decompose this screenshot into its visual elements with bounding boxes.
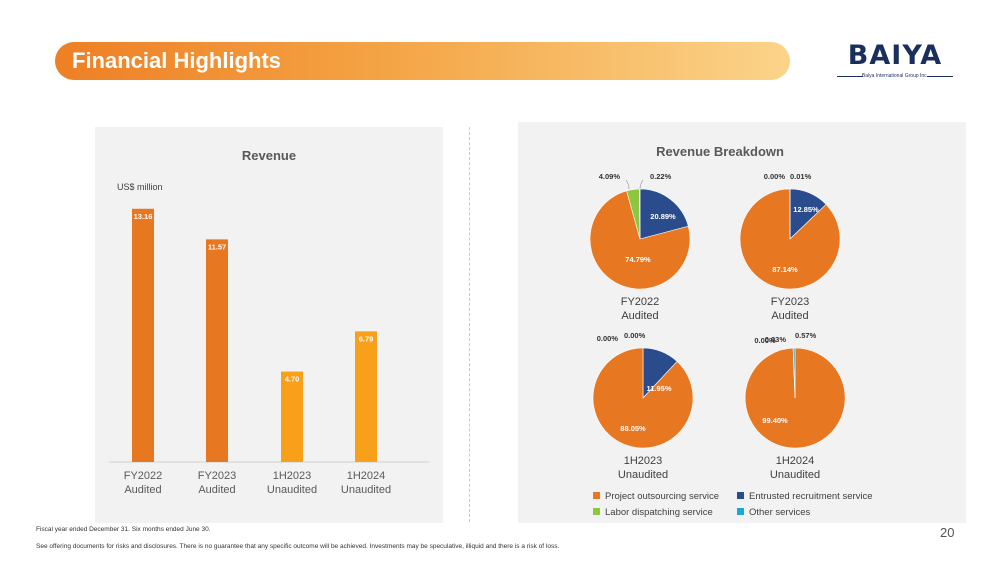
pie-slice-label: 0.00% [597, 334, 619, 343]
legend-swatch [593, 508, 600, 515]
revenue-x-tick-sublabel: Audited [124, 484, 161, 496]
pie-slice-label: 0.00% [624, 331, 646, 340]
revenue-bar-fy2023 [206, 239, 228, 462]
footnote-disclaimer: See offering documents for risks and dis… [36, 543, 560, 550]
pie-slice-project-outsourcing-service [592, 347, 694, 449]
revenue-x-tick-label: 1H2023 [273, 470, 312, 482]
revenue-bar-value-label: 6.79 [359, 334, 374, 343]
pie-period-label: 1H2024 [776, 455, 815, 467]
footnote-period: Fiscal year ended December 31. Six month… [36, 526, 211, 533]
revenue-x-tick-label: FY2023 [198, 470, 237, 482]
revenue-bar-1h2024 [355, 331, 377, 462]
pie-slice-label: 0.22% [650, 172, 672, 181]
legend-swatch [737, 508, 744, 515]
revenue-x-tick-sublabel: Unaudited [341, 484, 391, 496]
revenue-bar-value-label: 4.70 [285, 375, 300, 384]
section-divider [469, 127, 470, 522]
legend-swatch [593, 492, 600, 499]
pie-period-label: FY2023 [771, 296, 810, 308]
company-logo: BAIYA Baiya International Group Inc. [835, 40, 955, 88]
revenue-x-tick-label: 1H2024 [347, 470, 386, 482]
legend-label: Project outsourcing service [605, 491, 719, 502]
pie-slice-label: 0.00% [764, 172, 786, 181]
pie-period-sublabel: Unaudited [770, 469, 820, 481]
logo-rule-right [927, 76, 953, 77]
page-number: 20 [940, 525, 955, 540]
pie-period-sublabel: Unaudited [618, 469, 668, 481]
logo-rule-left [837, 76, 863, 77]
pie-slice-label: 20.89% [650, 212, 676, 221]
pie-leader-line [639, 179, 644, 190]
revenue-chart-title: Revenue [242, 148, 296, 163]
revenue-bar-1h2023 [281, 371, 303, 462]
revenue-x-tick-label: FY2022 [124, 470, 163, 482]
legend-label: Labor dispatching service [605, 507, 713, 518]
pie-slice-label: 0.00% [754, 336, 776, 345]
pie-slice-label: 0.03% [765, 335, 787, 344]
pie-slice-label: 0.57% [795, 331, 817, 340]
pie-slice-label: 12.85% [793, 205, 819, 214]
revenue-breakdown-panel: Revenue Breakdown 20.89% 74.79% 4.09% 0.22% F… [518, 122, 966, 523]
pie-slice-label: 88.05% [620, 424, 646, 433]
pie-slice-other-services [792, 347, 796, 399]
logo-wordmark: BAIYA [847, 40, 943, 71]
revenue-bar-value-label: 11.57 [208, 242, 226, 251]
pie-slice-label: 11.95% [646, 384, 671, 393]
legend-label: Entrusted recruitment service [749, 491, 873, 502]
revenue-breakdown-pie-charts: Revenue Breakdown 20.89% 74.79% 4.09% 0.22% F… [589, 144, 873, 518]
revenue-x-tick-sublabel: Audited [198, 484, 235, 496]
revenue-bar-value-label: 13.16 [134, 212, 153, 221]
legend-swatch [737, 492, 744, 499]
pie-slice-entrusted-recruitment-service [639, 188, 689, 240]
pie-period-sublabel: Audited [771, 310, 808, 322]
revenue-bar-fy2022 [132, 208, 154, 462]
pie-leader-line [625, 179, 630, 190]
page-title: Financial Highlights [72, 48, 282, 73]
pie-slice-label: 87.14% [772, 265, 798, 274]
title-banner: Financial Highlights [55, 42, 790, 80]
pie-slice-label: 4.09% [599, 172, 621, 181]
legend-label: Other services [749, 507, 810, 518]
revenue-x-tick-sublabel: Unaudited [267, 484, 317, 496]
pie-slice-label: 0.01% [790, 172, 812, 181]
logo-subtitle: Baiya International Group Inc. [861, 73, 929, 79]
revenue-y-unit-label: US$ million [117, 182, 163, 192]
breakdown-chart-title: Revenue Breakdown [656, 144, 784, 159]
pie-slice-project-outsourcing-service [589, 190, 691, 290]
revenue-chart-panel: Revenue US$ million 13.16 FY2022 Audited 11.5… [95, 127, 443, 523]
pie-slice-label: 99.40% [762, 416, 788, 425]
revenue-bar-chart: Revenue US$ million 13.16 FY2022 Audited 11.5… [109, 148, 429, 496]
pie-slice-label: 74.79% [625, 255, 651, 264]
pie-period-label: 1H2023 [624, 455, 663, 467]
pie-period-sublabel: Audited [621, 310, 658, 322]
pie-period-label: FY2022 [621, 296, 660, 308]
